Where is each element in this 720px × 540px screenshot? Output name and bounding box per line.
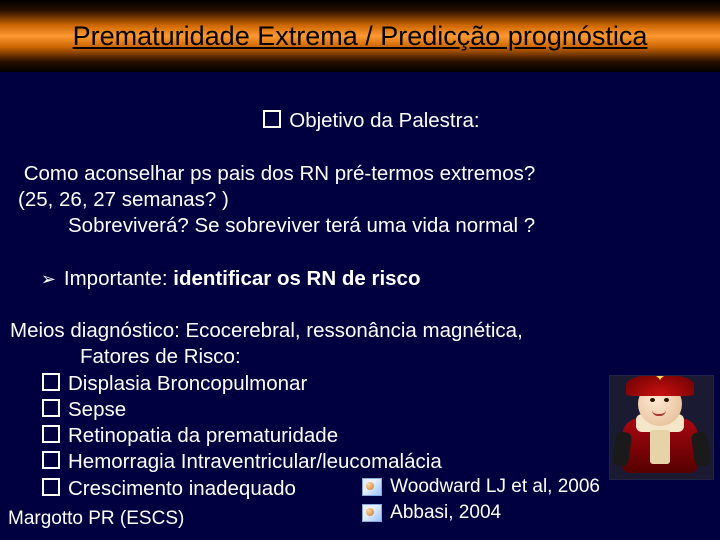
checkbox-icon (42, 372, 68, 395)
decorative-image (609, 375, 714, 480)
line-f2: Sepse (8, 397, 712, 423)
line-f4: Hemorragia Intraventricular/leucomalácia (8, 449, 712, 475)
line-f1: Displasia Broncopulmonar (8, 371, 712, 397)
line-f5: Crescimento inadequado (8, 476, 712, 502)
checkbox-icon (263, 109, 289, 132)
text-f1: Displasia Broncopulmonar (68, 372, 307, 395)
line-importante: Importante: identificar os RN de risco (8, 239, 712, 318)
ref2-text: Abbasi, 2004 (390, 502, 501, 524)
references: Woodward LJ et al, 2006 Abbasi, 2004 (362, 472, 600, 524)
text-f5: Crescimento inadequado (68, 477, 296, 500)
line-meios: Meios diagnóstico: Ecocerebral, ressonân… (8, 318, 712, 344)
line-f3: Retinopatia da prematuridade (8, 423, 712, 449)
text-f4: Hemorragia Intraventricular/leucomalácia (68, 450, 442, 473)
reference-1: Woodward LJ et al, 2006 (362, 476, 600, 498)
text-importante-bold: identificar os RN de risco (173, 267, 420, 290)
image-icon (362, 504, 382, 522)
checkbox-icon (42, 398, 68, 421)
checkbox-icon (42, 477, 68, 500)
line-fatores: Fatores de Risco: (8, 344, 712, 370)
text-f3: Retinopatia da prematuridade (68, 424, 338, 447)
ref1-text: Woodward LJ et al, 2006 (390, 476, 600, 498)
reference-2: Abbasi, 2004 (362, 502, 600, 524)
arrow-icon (41, 267, 64, 290)
text-objetivo: Objetivo da Palestra: (289, 109, 479, 132)
text-importante-pre: Importante: (64, 267, 173, 290)
text-f2: Sepse (68, 398, 126, 421)
line-sobrev: Sobreviverá? Se sobreviver terá uma vida… (8, 213, 712, 239)
line-como: Como aconselhar ps pais dos RN pré-termo… (8, 161, 712, 187)
image-icon (362, 478, 382, 496)
line-semanas: (25, 26, 27 semanas? ) (8, 187, 712, 213)
footer-author: Margotto PR (ESCS) (8, 508, 184, 530)
line-objetivo: Objetivo da Palestra: (8, 82, 712, 161)
slide-title: Prematuridade Extrema / Predicção prognó… (73, 22, 648, 50)
checkbox-icon (42, 450, 68, 473)
title-bar: Prematuridade Extrema / Predicção prognó… (0, 0, 720, 72)
checkbox-icon (42, 424, 68, 447)
